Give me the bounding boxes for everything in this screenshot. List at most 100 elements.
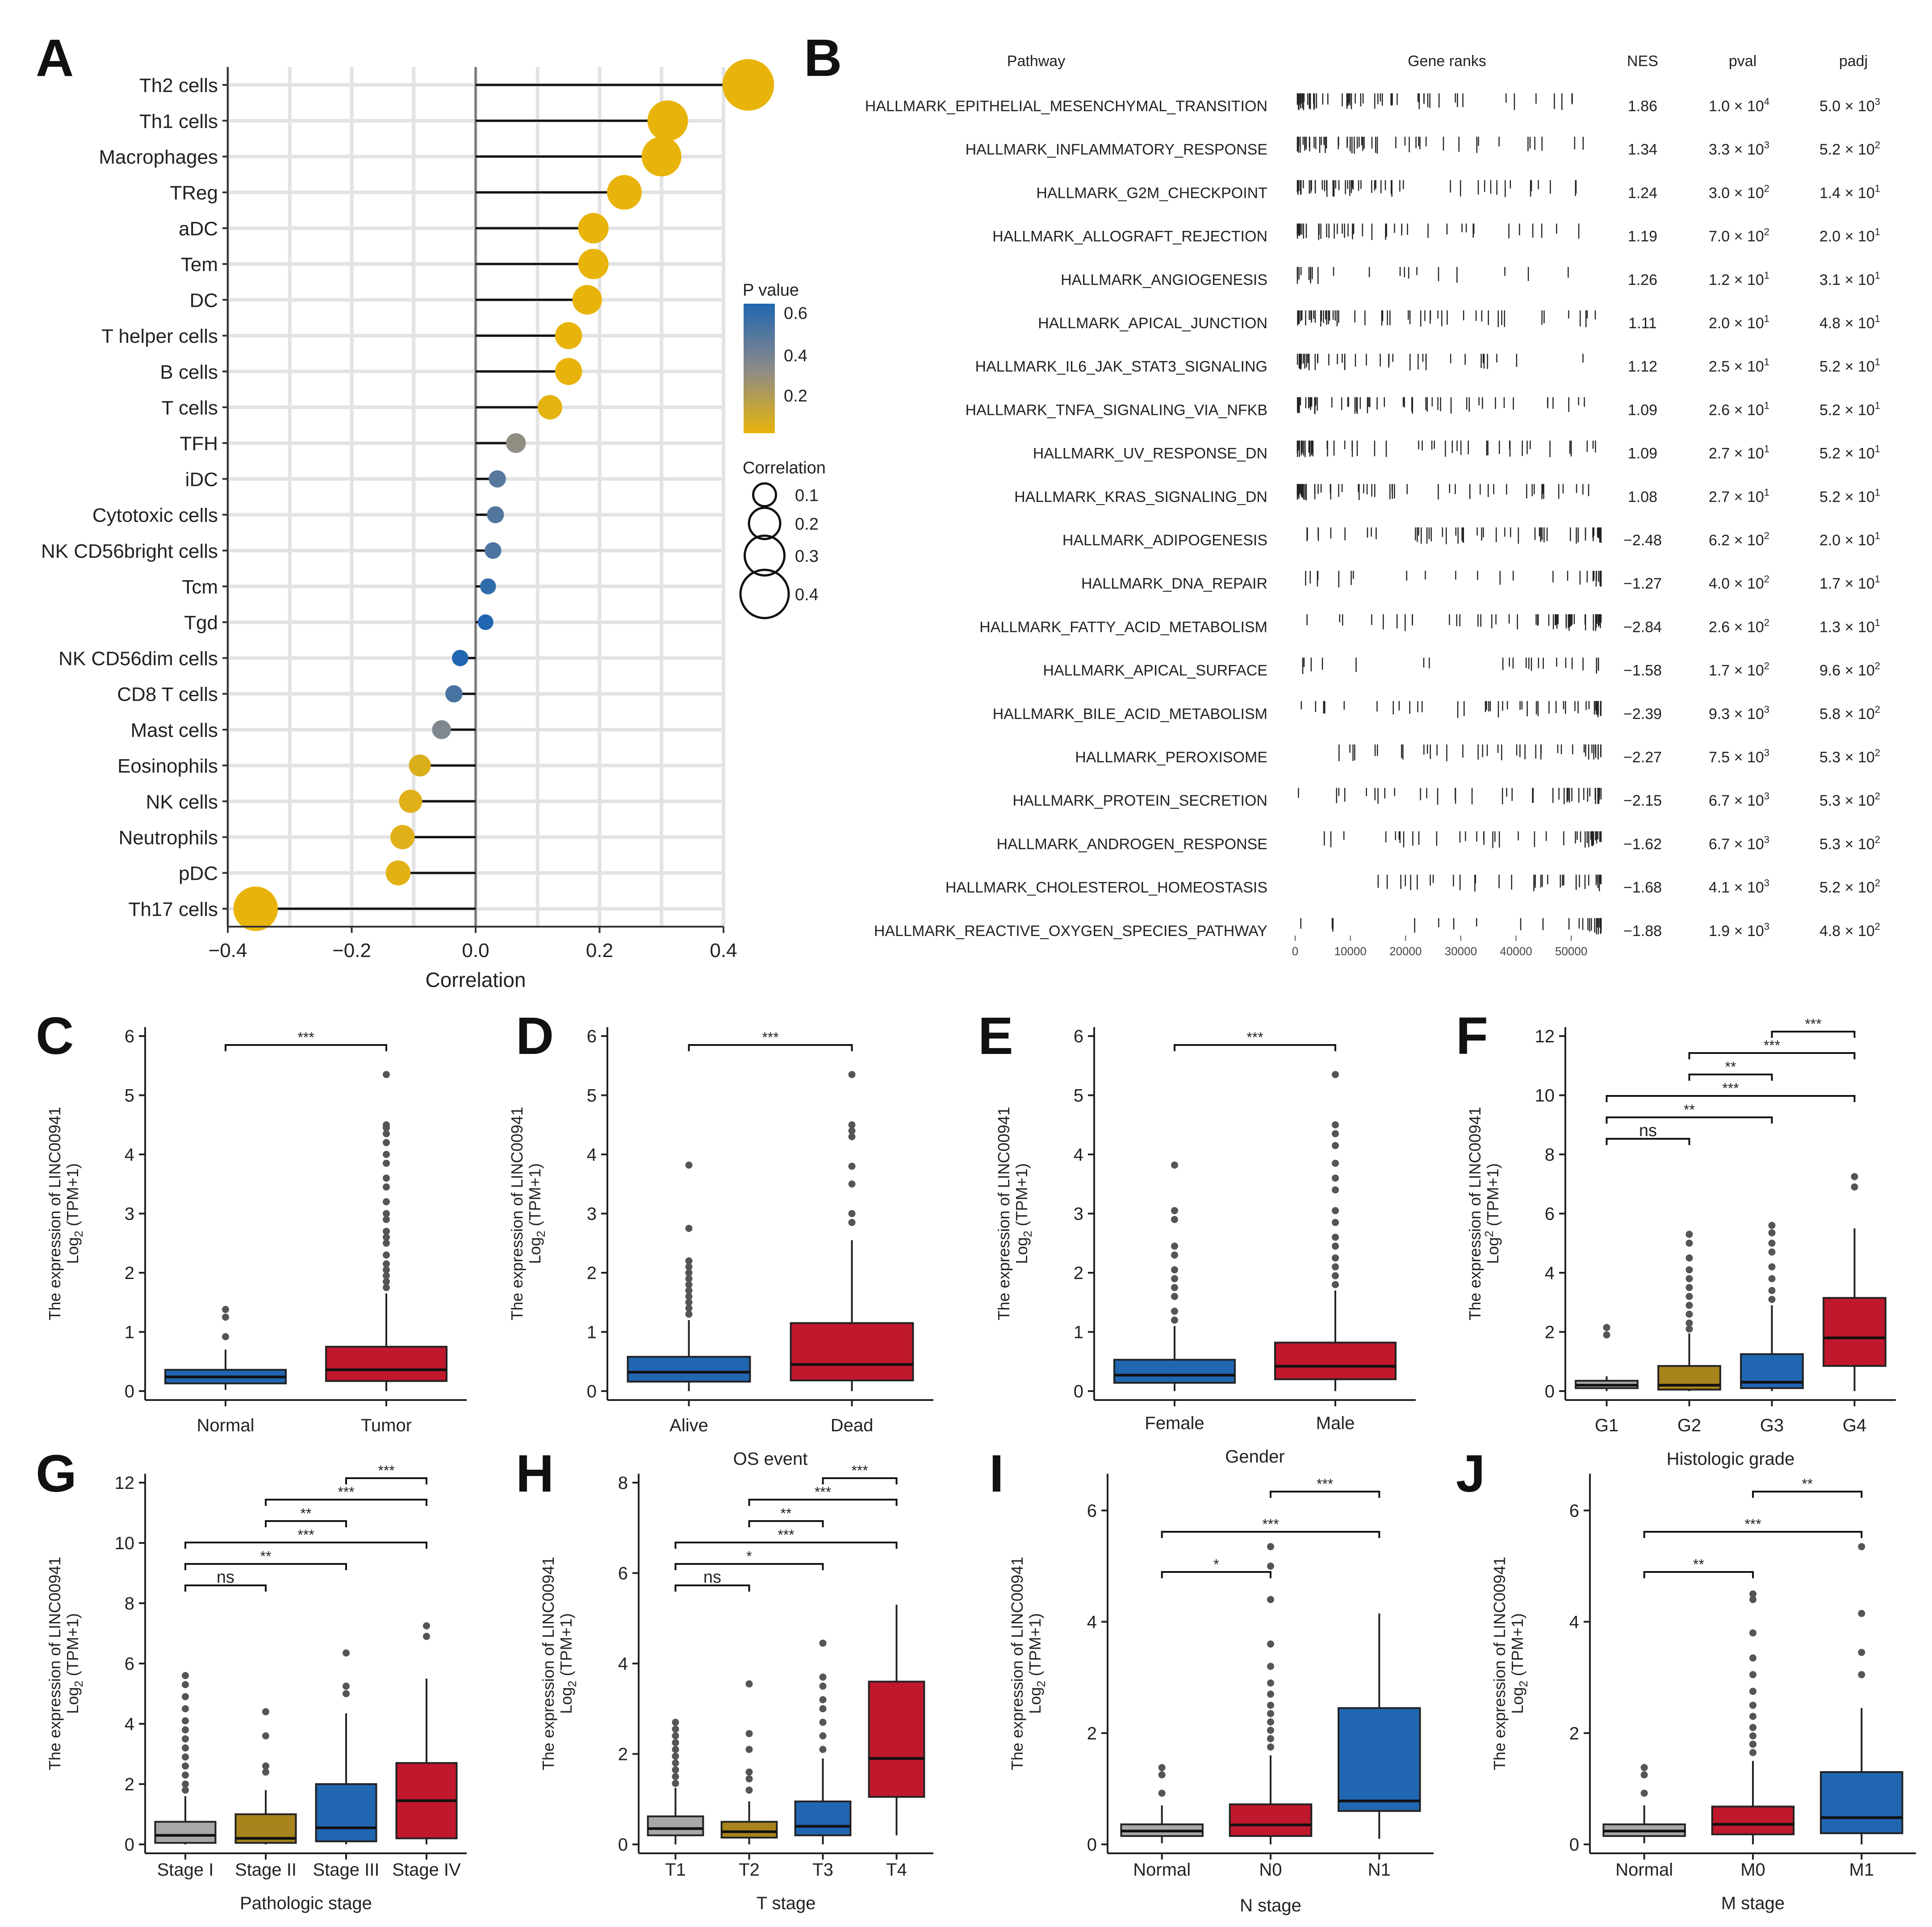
pathway-name: HALLMARK_ALLOGRAFT_REJECTION <box>992 228 1267 245</box>
y-tick-label: TReg <box>170 182 218 204</box>
gsea-row: HALLMARK_CHOLESTEROL_HOMEOSTASIS −1.68 4.1… <box>945 874 1880 896</box>
significance-bracket: * <box>1161 1556 1271 1578</box>
outlier-point <box>685 1263 693 1271</box>
significance-label: *** <box>762 1029 778 1045</box>
y-tick-label: DC <box>189 289 218 311</box>
significance-label: ** <box>1725 1059 1736 1075</box>
pval-value: 2.5 × 101 <box>1709 356 1769 375</box>
significance-bracket: ** <box>1643 1556 1754 1578</box>
box-stage-iii <box>315 1649 377 1844</box>
pathway-name: HALLMARK_CHOLESTEROL_HOMEOSTASIS <box>945 879 1267 896</box>
outlier-point <box>1851 1183 1858 1191</box>
nes-value: −1.27 <box>1623 575 1662 592</box>
gsea-row: HALLMARK_IL6_JAK_STAT3_SIGNALING 1.12 2.5 … <box>975 354 1880 375</box>
y-tick-label: 6 <box>1545 1204 1555 1224</box>
y-tick-label: aDC <box>179 218 218 240</box>
padj-value: 5.3 × 102 <box>1819 834 1880 853</box>
outlier-point <box>1749 1629 1756 1637</box>
pathway-name: HALLMARK_INFLAMMATORY_RESPONSE <box>966 141 1267 158</box>
outlier-point <box>1685 1266 1693 1274</box>
y-tick-label: NK cells <box>146 791 218 813</box>
outlier-point <box>1640 1771 1648 1779</box>
outlier-point <box>685 1293 693 1300</box>
outlier-point <box>672 1773 679 1781</box>
outlier-point <box>383 1210 390 1217</box>
outlier-point <box>1332 1207 1339 1214</box>
significance-label: ** <box>1693 1556 1704 1572</box>
x-tick-label: N1 <box>1368 1860 1391 1880</box>
bracket-line <box>1161 1571 1271 1578</box>
box-iqr <box>1338 1707 1421 1812</box>
box-n1 <box>1338 1613 1421 1839</box>
lollipop-dot <box>385 860 411 886</box>
x-tick-label: Normal <box>1615 1860 1673 1880</box>
x-axis-title: M stage <box>1721 1894 1785 1913</box>
nes-value: 1.08 <box>1628 489 1657 506</box>
y-tick-label: Th2 cells <box>139 75 218 96</box>
outlier-point <box>423 1633 430 1640</box>
outlier-point <box>1749 1671 1756 1678</box>
y-axis-title: The expression of LINC00941 <box>995 1107 1013 1320</box>
x-tick-label: T3 <box>812 1860 833 1880</box>
rank-axis-label: 20000 <box>1389 945 1422 958</box>
significance-label: ** <box>301 1505 312 1522</box>
box-iqr <box>1820 1771 1903 1835</box>
significance-label: *** <box>1722 1080 1739 1096</box>
outlier-point <box>1858 1609 1865 1617</box>
pval-value: 2.0 × 101 <box>1709 313 1769 332</box>
padj-value: 5.2 × 101 <box>1819 487 1880 506</box>
nes-value: −2.48 <box>1623 532 1662 549</box>
significance-bracket: ns <box>1606 1121 1690 1145</box>
rank-axis-label: 40000 <box>1500 945 1532 958</box>
outlier-point <box>1749 1701 1756 1709</box>
outlier-point <box>1603 1324 1610 1331</box>
outlier-point <box>1768 1263 1776 1271</box>
bracket-line <box>1752 1491 1863 1498</box>
pathway-name: HALLMARK_DNA_REPAIR <box>1081 575 1267 592</box>
outlier-point <box>1332 1242 1339 1250</box>
nes-value: 1.34 <box>1628 141 1657 158</box>
outlier-point <box>1332 1263 1339 1271</box>
outlier-point <box>1332 1281 1339 1288</box>
pval-value: 3.3 × 103 <box>1709 139 1769 158</box>
box-t2 <box>720 1680 778 1844</box>
lollipop-dot <box>485 542 502 559</box>
column-header: Pathway <box>1007 53 1065 70</box>
y-tick-label: 5 <box>1074 1086 1083 1106</box>
bracket-line <box>345 1477 427 1484</box>
outlier-point <box>182 1705 189 1713</box>
box-iqr <box>720 1821 778 1839</box>
y-axis-subtitle: Log2 (TPM+1) <box>526 1163 548 1264</box>
nes-value: 1.86 <box>1628 98 1657 115</box>
y-tick-label: 8 <box>618 1473 628 1493</box>
outlier-point <box>1749 1654 1756 1662</box>
pathway-name: HALLMARK_TNFA_SIGNALING_VIA_NFKB <box>966 401 1267 418</box>
box-male <box>1274 1071 1397 1391</box>
outlier-point <box>819 1705 827 1713</box>
x-tick-label: Normal <box>1133 1860 1191 1880</box>
y-tick-label: 8 <box>1545 1145 1555 1165</box>
y-tick-label: CD8 T cells <box>117 684 218 706</box>
outlier-point <box>1768 1248 1776 1256</box>
y-tick-label: 0 <box>125 1382 134 1401</box>
y-tick-label: 5 <box>125 1086 134 1106</box>
x-axis-title: Pathologic stage <box>240 1894 372 1913</box>
x-axis-title: Gender <box>1225 1447 1284 1467</box>
box-m1 <box>1820 1543 1903 1844</box>
box-iqr <box>790 1322 914 1382</box>
y-tick-label: 1 <box>1074 1323 1083 1342</box>
bracket-line <box>674 1584 750 1592</box>
outlier-point <box>819 1673 827 1681</box>
box-female <box>1113 1161 1236 1391</box>
x-tick-label: G2 <box>1677 1416 1701 1435</box>
significance-bracket: *** <box>1174 1029 1336 1051</box>
x-tick-label: Stage IV <box>392 1860 461 1880</box>
box-g2 <box>1657 1230 1721 1391</box>
lollipop-dot <box>572 285 602 315</box>
outlier-point <box>1171 1242 1178 1250</box>
outlier-point <box>383 1121 390 1129</box>
box-g1 <box>1575 1324 1639 1391</box>
outlier-point <box>1768 1287 1776 1294</box>
box-iqr <box>325 1346 447 1382</box>
bracket-line <box>674 1563 824 1570</box>
